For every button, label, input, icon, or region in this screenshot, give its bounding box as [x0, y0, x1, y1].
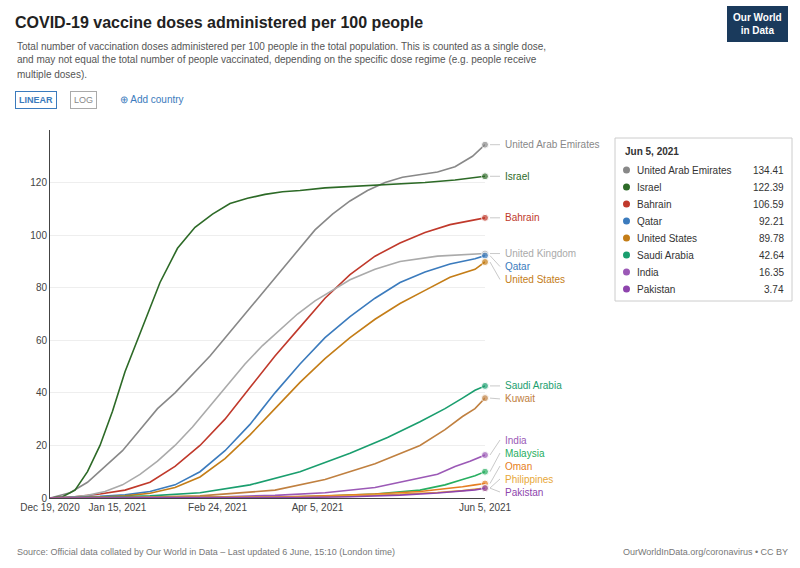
- svg-text:United States: United States: [505, 274, 565, 285]
- svg-text:⊕ Add country: ⊕ Add country: [120, 94, 184, 105]
- svg-text:LOG: LOG: [74, 95, 93, 105]
- svg-text:Jan 15, 2021: Jan 15, 2021: [89, 502, 147, 513]
- svg-text:Feb 24, 2021: Feb 24, 2021: [188, 502, 247, 513]
- svg-text:Jun 5, 2021: Jun 5, 2021: [625, 146, 679, 157]
- svg-text:LINEAR: LINEAR: [19, 95, 53, 105]
- svg-text:Bahrain: Bahrain: [637, 199, 671, 210]
- svg-text:Malaysia: Malaysia: [505, 448, 545, 459]
- svg-text:Jun 5, 2021: Jun 5, 2021: [459, 502, 512, 513]
- svg-text:Oman: Oman: [505, 461, 532, 472]
- svg-text:20: 20: [36, 440, 48, 451]
- svg-text:Bahrain: Bahrain: [505, 212, 539, 223]
- svg-text:134.41: 134.41: [753, 165, 784, 176]
- svg-text:Qatar: Qatar: [505, 261, 531, 272]
- svg-text:Our Worldin Data: Our Worldin Data: [733, 12, 782, 36]
- svg-text:United States: United States: [637, 233, 697, 244]
- svg-text:Saudi Arabia: Saudi Arabia: [505, 380, 562, 391]
- svg-text:106.59: 106.59: [753, 199, 784, 210]
- svg-text:Israel: Israel: [637, 182, 661, 193]
- svg-text:Pakistan: Pakistan: [505, 487, 543, 498]
- svg-text:122.39: 122.39: [753, 182, 784, 193]
- svg-text:80: 80: [36, 282, 48, 293]
- svg-text:Apr 5, 2021: Apr 5, 2021: [292, 502, 344, 513]
- svg-text:United Kingdom: United Kingdom: [505, 248, 576, 259]
- svg-text:Source: Official data collated: Source: Official data collated by Our Wo…: [17, 547, 395, 557]
- svg-text:India: India: [505, 435, 527, 446]
- svg-text:42.64: 42.64: [759, 250, 784, 261]
- svg-text:16.35: 16.35: [759, 267, 784, 278]
- svg-text:120: 120: [30, 177, 47, 188]
- svg-text:Qatar: Qatar: [637, 216, 663, 227]
- svg-text:Saudi Arabia: Saudi Arabia: [637, 250, 694, 261]
- svg-text:40: 40: [36, 387, 48, 398]
- svg-text:89.78: 89.78: [759, 233, 784, 244]
- svg-text:India: India: [637, 267, 659, 278]
- svg-text:Philippines: Philippines: [505, 474, 553, 485]
- svg-text:Pakistan: Pakistan: [637, 284, 675, 295]
- svg-text:0: 0: [41, 493, 47, 504]
- svg-text:COVID-19 vaccine doses adminis: COVID-19 vaccine doses administered per …: [15, 14, 423, 31]
- svg-text:Kuwait: Kuwait: [505, 393, 535, 404]
- svg-text:United Arab Emirates: United Arab Emirates: [637, 165, 732, 176]
- svg-text:and may not equal the total nu: and may not equal the total number of pe…: [17, 54, 537, 65]
- svg-text:Total number of vaccination do: Total number of vaccination doses admini…: [17, 41, 546, 52]
- svg-text:3.74: 3.74: [764, 284, 784, 295]
- svg-text:multiple doses).: multiple doses).: [17, 69, 87, 80]
- svg-text:OurWorldInData.org/coronavirus: OurWorldInData.org/coronavirus • CC BY: [623, 547, 788, 557]
- svg-text:Israel: Israel: [505, 171, 529, 182]
- svg-text:United Arab Emirates: United Arab Emirates: [505, 139, 600, 150]
- svg-text:60: 60: [36, 335, 48, 346]
- svg-text:Dec 19, 2020: Dec 19, 2020: [20, 502, 80, 513]
- svg-text:92.21: 92.21: [759, 216, 784, 227]
- svg-text:100: 100: [30, 230, 47, 241]
